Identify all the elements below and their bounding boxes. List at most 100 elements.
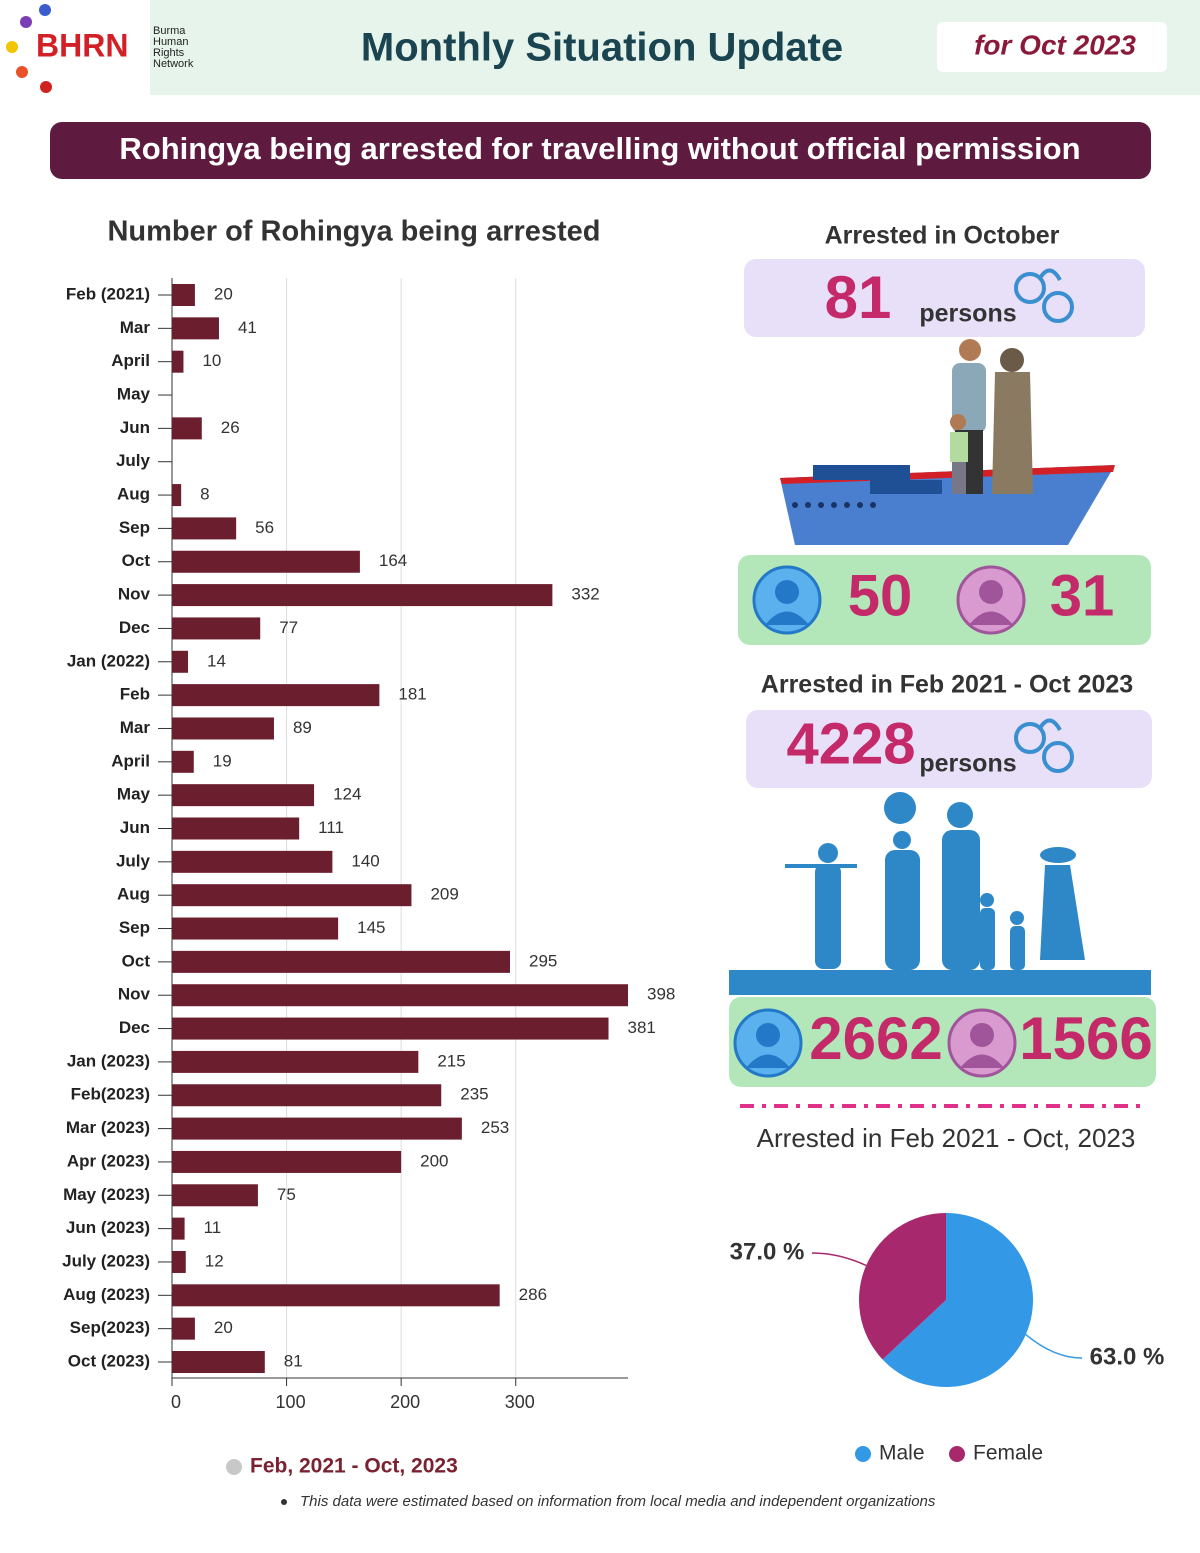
value-label: 332	[571, 585, 599, 604]
value-label: 215	[437, 1051, 465, 1070]
value-label: 14	[207, 651, 226, 670]
value-label: 286	[519, 1285, 547, 1304]
y-tick-label: Oct (2023)	[68, 1351, 150, 1370]
org-name: Human	[153, 36, 188, 48]
value-label: 20	[214, 1318, 233, 1337]
banner-text: Rohingya being arrested for travelling w…	[119, 131, 1080, 166]
bar	[172, 1117, 462, 1140]
value-label: 181	[398, 685, 426, 704]
bar	[172, 284, 195, 306]
x-tick-label: 300	[505, 1392, 535, 1412]
leader-line	[1025, 1333, 1083, 1359]
stat-title: Arrested in Feb 2021 - Oct 2023	[761, 671, 1133, 699]
y-tick-label: Feb (2021)	[66, 284, 150, 303]
bar	[172, 1084, 442, 1107]
y-tick-label: Nov	[118, 585, 151, 604]
org-name: Rights	[153, 47, 185, 59]
people-silhouettes	[785, 792, 1085, 970]
bar	[172, 717, 274, 740]
bar	[172, 484, 182, 507]
bar	[172, 950, 510, 973]
org-name: Network	[153, 58, 194, 70]
bar	[172, 1317, 195, 1340]
value-label: 81	[284, 1351, 303, 1370]
y-tick-label: Mar (2023)	[66, 1118, 150, 1137]
value-label: 140	[351, 851, 379, 870]
gender-box	[729, 997, 1156, 1087]
y-tick-label: Oct	[122, 951, 151, 970]
logo: BHRN	[36, 27, 128, 63]
legend-label: Female	[973, 1442, 1043, 1465]
female-icon	[947, 1008, 1017, 1078]
value-label: 235	[460, 1085, 488, 1104]
value-label: 8	[200, 485, 209, 504]
bar	[172, 517, 237, 540]
legend-marker	[855, 1446, 871, 1462]
bar	[172, 550, 360, 573]
y-tick-label: April	[111, 351, 150, 370]
value-label: 41	[238, 318, 257, 337]
y-tick-label: July	[116, 451, 151, 470]
stat-unit: persons	[919, 300, 1016, 328]
gender-box	[738, 555, 1151, 645]
bar	[172, 1217, 185, 1240]
period-box	[937, 22, 1167, 72]
value-label: 77	[279, 618, 298, 637]
bar	[172, 1351, 265, 1373]
y-tick-label: Sep	[119, 518, 150, 537]
value-label: 75	[277, 1185, 296, 1204]
bar	[172, 1250, 186, 1273]
bar	[172, 350, 184, 373]
stat-total: 81	[825, 264, 892, 331]
value-label: 145	[357, 918, 385, 937]
bar	[172, 684, 380, 707]
bar	[172, 1017, 609, 1040]
bar	[172, 1284, 500, 1307]
male-count: 2662	[809, 1005, 942, 1072]
value-label: 124	[333, 785, 361, 804]
y-tick-label: Sep	[119, 918, 150, 937]
value-label: 398	[647, 985, 675, 1004]
stat-unit: persons	[919, 750, 1016, 778]
y-tick-label: Aug (2023)	[63, 1285, 150, 1304]
stat-total: 4228	[786, 711, 915, 776]
value-label: 19	[213, 751, 232, 770]
y-tick-label: May	[117, 385, 151, 404]
bar	[172, 617, 261, 640]
value-label: 381	[628, 1018, 656, 1037]
y-tick-label: Oct	[122, 551, 151, 570]
chart-title: Arrested in Feb 2021 - Oct, 2023	[757, 1123, 1136, 1153]
y-tick-label: Feb	[120, 685, 150, 704]
org-name: Burma	[153, 25, 186, 37]
x-tick-label: 100	[276, 1392, 306, 1412]
value-label: 253	[481, 1118, 509, 1137]
female-count: 31	[1050, 563, 1115, 628]
banner	[50, 122, 1151, 179]
ground-bar	[729, 970, 1151, 995]
bar	[172, 884, 412, 907]
value-label: 26	[221, 418, 240, 437]
handcuff-icon	[1014, 268, 1074, 323]
y-tick-label: May	[117, 785, 151, 804]
leader-line	[811, 1252, 867, 1267]
value-label: 200	[420, 1151, 448, 1170]
bar	[172, 1184, 258, 1207]
bar	[172, 584, 553, 607]
bar	[172, 784, 315, 807]
x-tick-label: 0	[171, 1392, 181, 1412]
value-label: 10	[202, 351, 221, 370]
bar	[172, 917, 339, 940]
bar	[172, 850, 333, 873]
bar	[172, 1150, 402, 1173]
y-tick-label: Dec	[119, 618, 150, 637]
value-label: 37.0 %	[730, 1238, 805, 1265]
legend-marker	[226, 1459, 242, 1475]
value-label: 20	[214, 284, 233, 303]
bar	[172, 817, 300, 840]
value-label: 11	[204, 1218, 222, 1237]
y-tick-label: Jun	[120, 818, 150, 837]
legend-label: Male	[879, 1442, 925, 1465]
legend-marker	[949, 1446, 965, 1462]
y-tick-label: Aug	[117, 485, 150, 504]
